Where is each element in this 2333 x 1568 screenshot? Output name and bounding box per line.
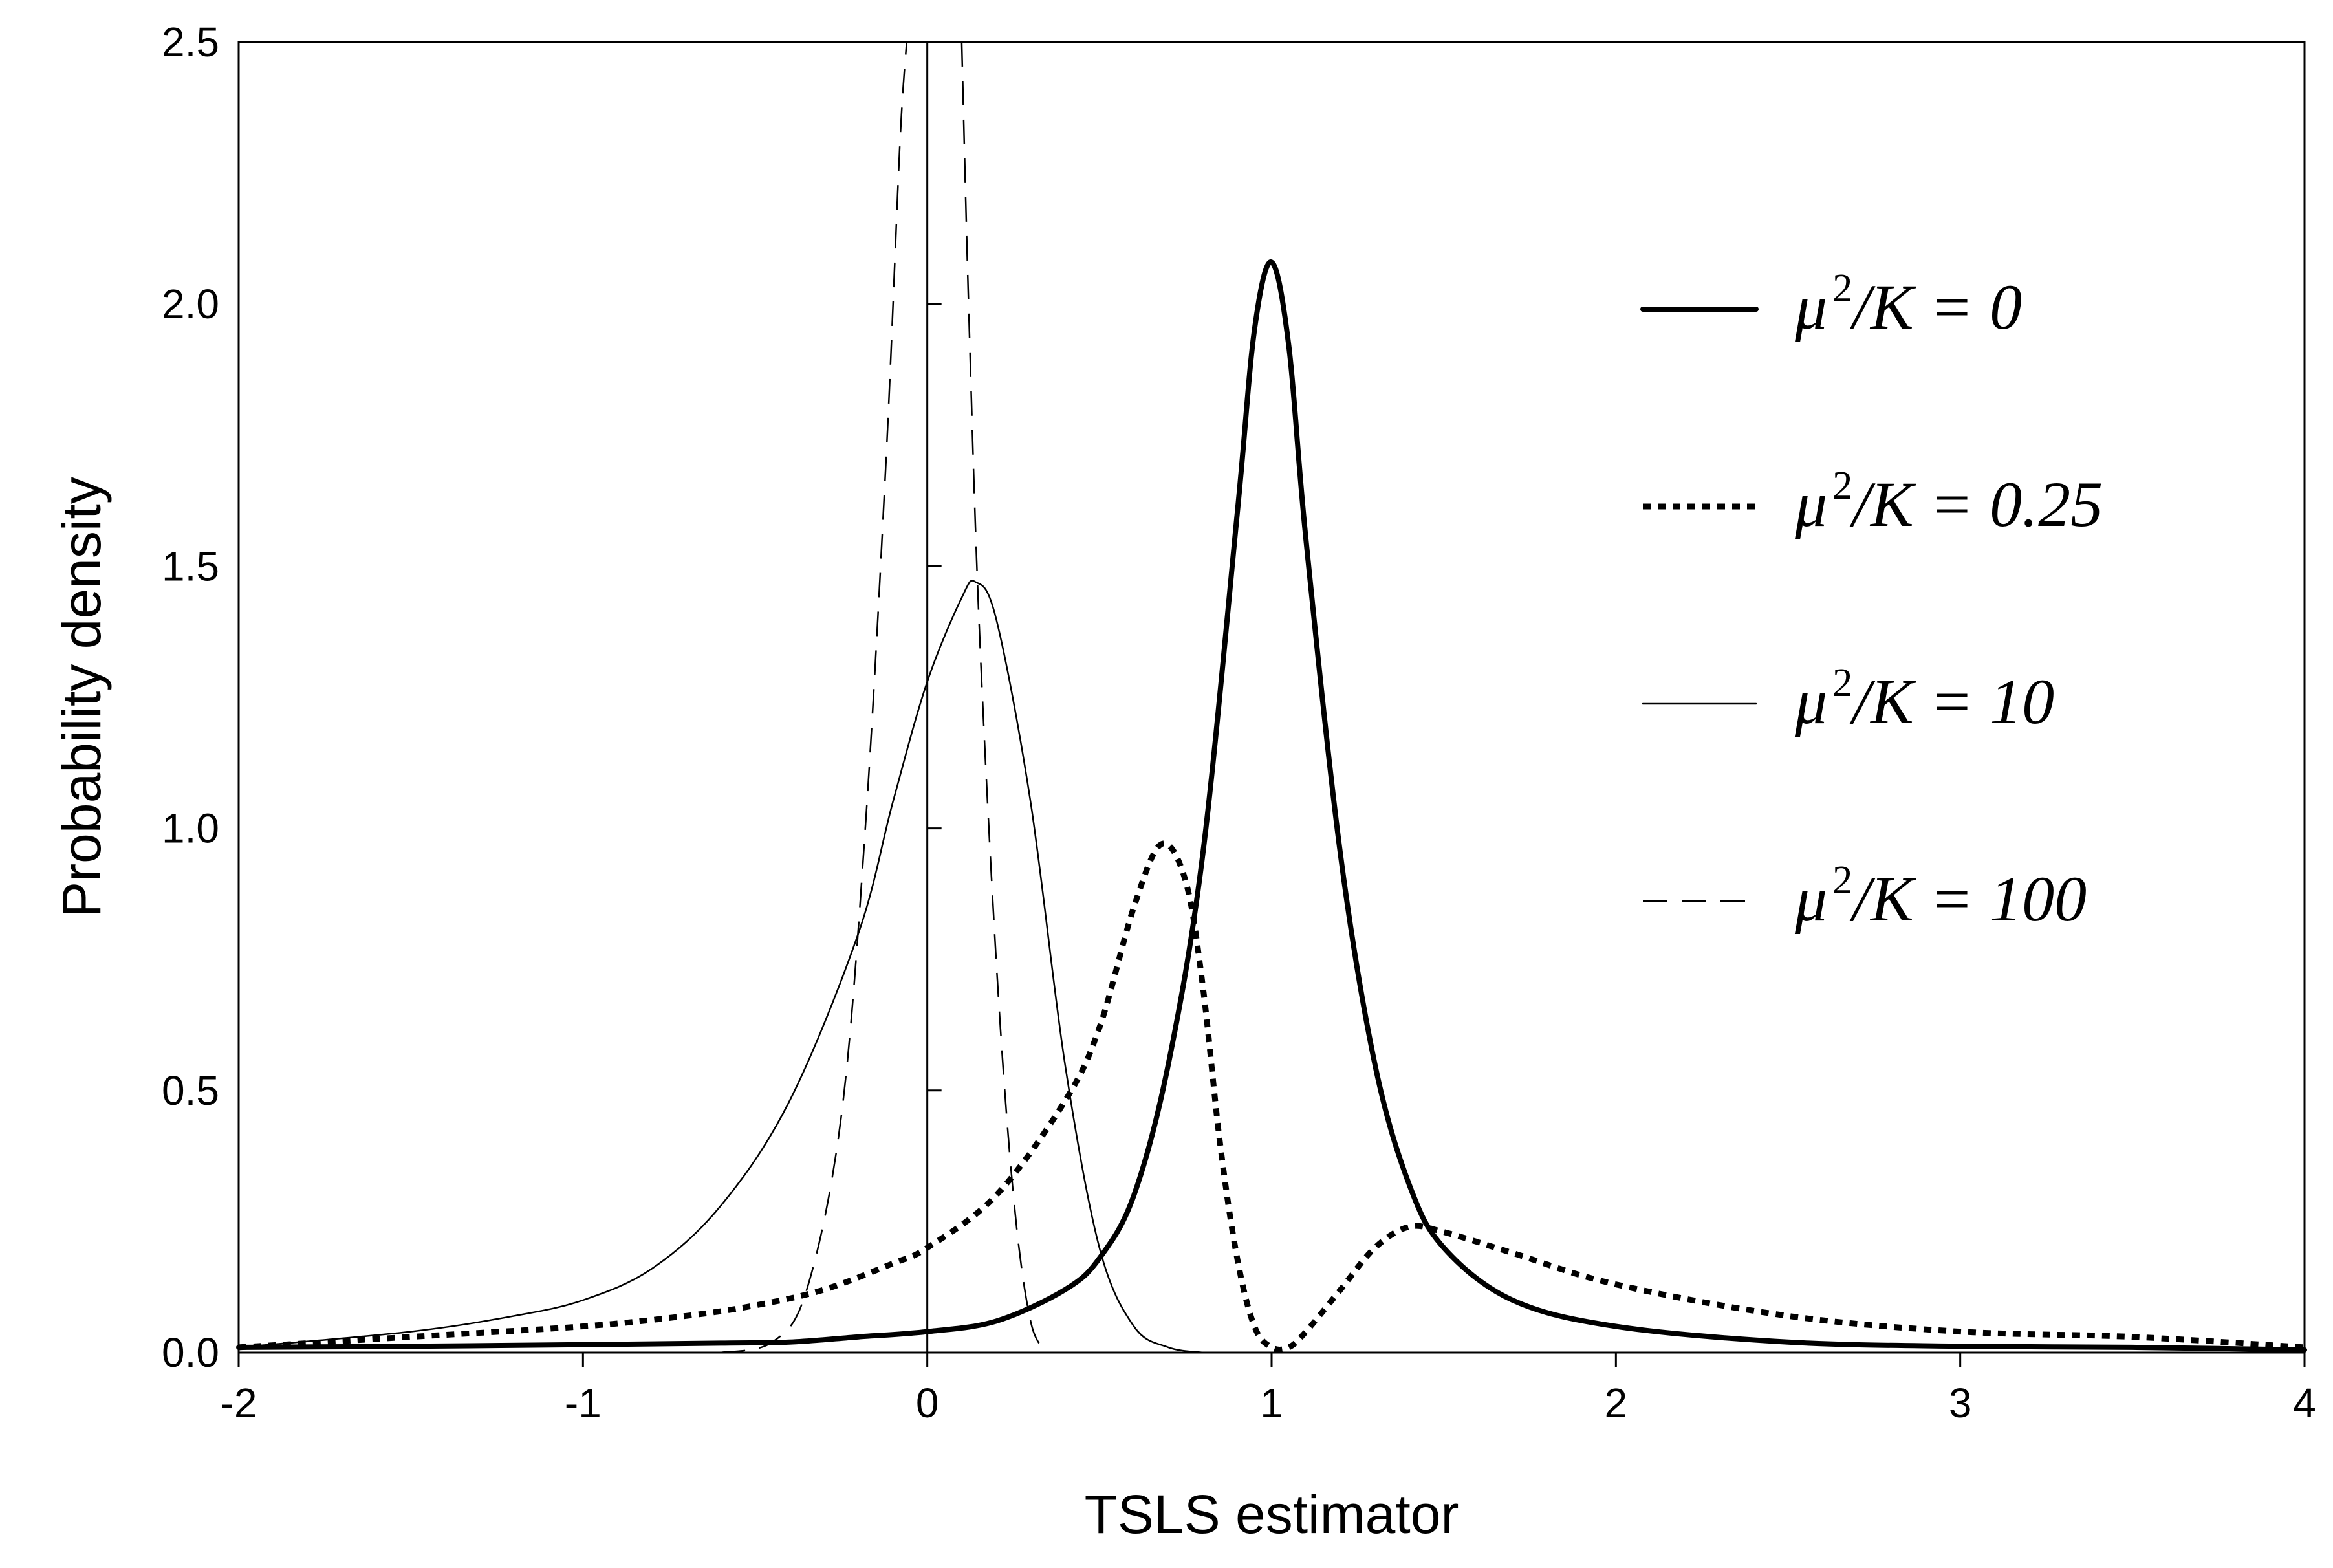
legend-label: μ 2/K = 100 xyxy=(1794,858,2087,935)
series-line-2 xyxy=(237,580,1204,1354)
x-tick-label: 2 xyxy=(1605,1380,1628,1426)
y-tick-label: 0.0 xyxy=(162,1329,219,1376)
x-tick-label: 3 xyxy=(1949,1380,1972,1426)
x-axis: -2 -1 0 1 2 3 4 xyxy=(221,1353,2316,1426)
y-tick-label: 2.0 xyxy=(162,281,219,327)
x-axis-title: TSLS estimator xyxy=(1085,1484,1459,1545)
x-tick-label: 1 xyxy=(1260,1380,1283,1426)
legend-label: μ 2/K = 0 xyxy=(1794,267,2022,343)
y-tick-label: 2.5 xyxy=(162,19,219,65)
x-tick-label: -1 xyxy=(565,1380,602,1426)
y-tick-label: 1.5 xyxy=(162,543,219,589)
x-tick-label: -2 xyxy=(221,1380,257,1426)
legend-label: μ 2/K = 0.25 xyxy=(1794,464,2103,540)
series-line-3 xyxy=(721,41,907,1354)
y-tick-label: 1.0 xyxy=(162,805,219,852)
y-tick-label: 0.5 xyxy=(162,1067,219,1114)
series-line-3-right xyxy=(960,41,1049,1353)
series-layer xyxy=(236,41,2307,1354)
legend-label: μ 2/K = 10 xyxy=(1794,661,2054,737)
legend: μ 2/K = 0 μ 2/K = 0.25 μ 2/K = 10 μ 2/K = 100 xyxy=(1640,267,2103,935)
series-line-0 xyxy=(236,259,2307,1353)
y-axis: 0.0 0.5 1.0 1.5 2.0 2.5 xyxy=(162,19,942,1376)
y-axis-title: Probability density xyxy=(51,477,112,918)
x-tick-label: 0 xyxy=(916,1380,939,1426)
series-line-1 xyxy=(238,840,2305,1353)
x-tick-label: 4 xyxy=(2293,1380,2316,1426)
